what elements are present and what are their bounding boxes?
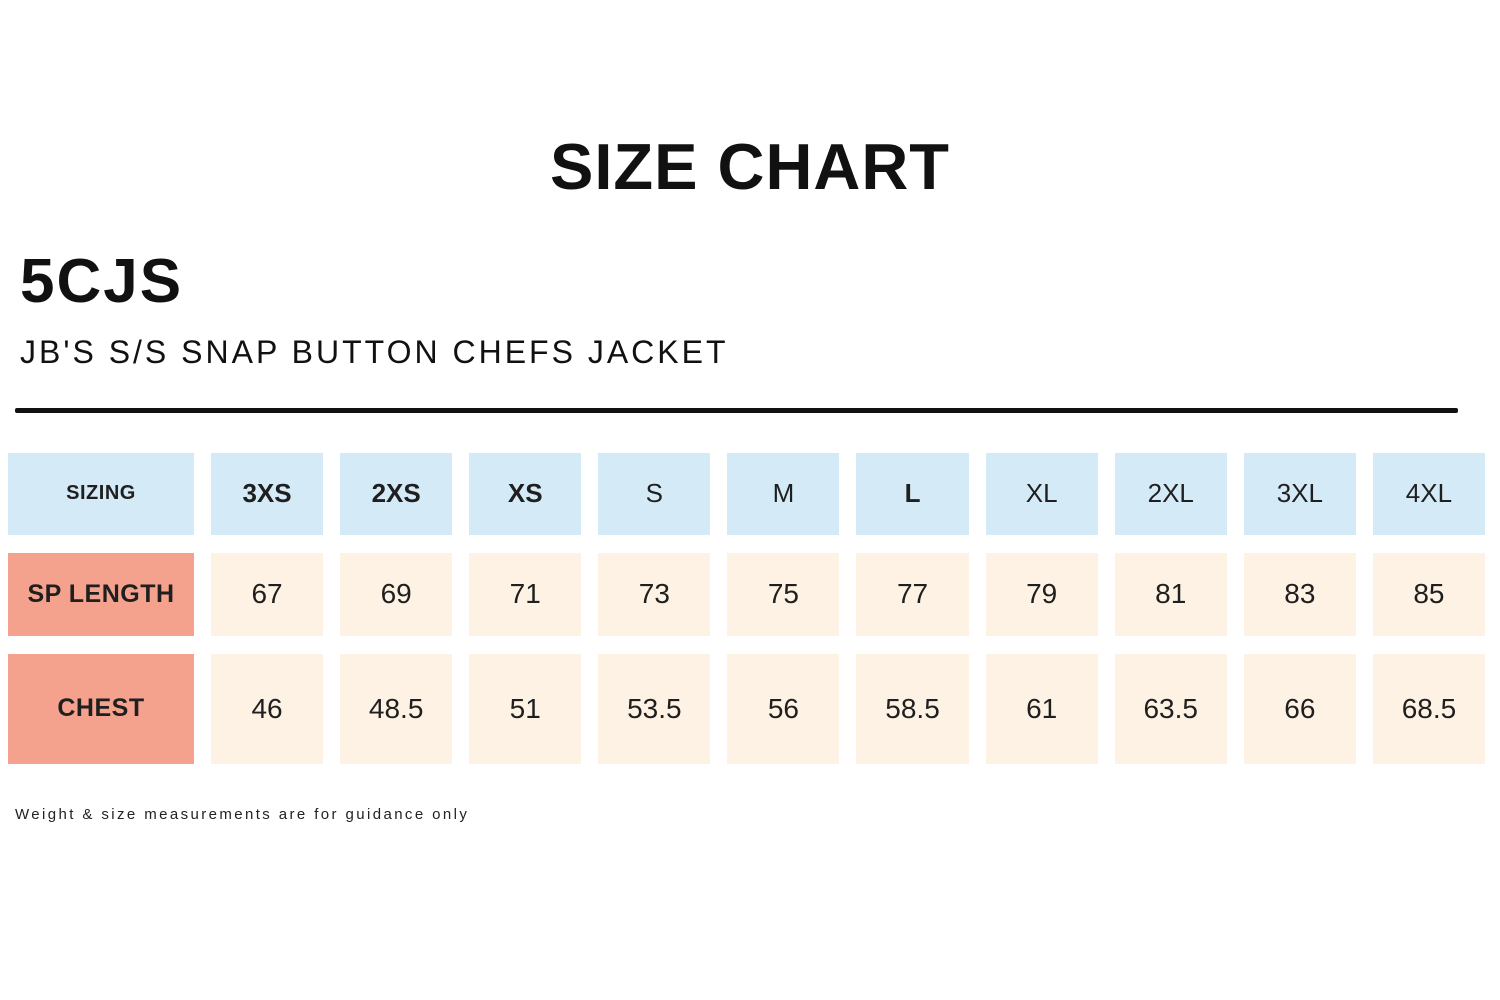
value-cell-chest-3xs: 46 (211, 653, 324, 764)
value-cell-sp-length-s: 73 (598, 552, 711, 636)
row-label-sp-length: SP LENGTH (8, 552, 194, 636)
row-label-chest: CHEST (8, 653, 194, 764)
product-code: 5CJS (20, 246, 184, 316)
product-name: JB'S S/S SNAP BUTTON CHEFS JACKET (20, 333, 729, 370)
divider-line (15, 407, 1458, 413)
value-cell-sp-length-xl: 79 (985, 552, 1098, 636)
value-cell-sp-length-2xl: 81 (1114, 552, 1227, 636)
page-title: SIZE CHART (550, 130, 950, 203)
value-cell-chest-s: 53.5 (598, 653, 711, 764)
footnote: Weight & size measurements are for guida… (15, 805, 470, 823)
value-cell-sp-length-4xl: 85 (1372, 552, 1485, 636)
header-cell-size-4xl: 4XL (1372, 452, 1485, 535)
value-cell-chest-l: 58.5 (856, 653, 969, 764)
value-cell-sp-length-l: 77 (856, 552, 969, 636)
value-cell-sp-length-m: 75 (727, 552, 840, 636)
header-cell-size-2xs: 2XS (340, 452, 453, 535)
value-cell-sp-length-xs: 71 (469, 552, 582, 636)
value-cell-chest-xl: 61 (985, 653, 1098, 764)
header-cell-size-xl: XL (985, 452, 1098, 535)
header-cell-size-m: M (727, 452, 840, 535)
header-cell-size-s: S (598, 452, 711, 535)
value-cell-chest-3xl: 66 (1243, 653, 1356, 764)
header-cell-size-3xs: 3XS (211, 452, 324, 535)
value-cell-chest-m: 56 (727, 653, 840, 764)
header-cell-sizing: SIZING (8, 452, 194, 535)
value-cell-sp-length-3xl: 83 (1243, 552, 1356, 636)
value-cell-chest-2xs: 48.5 (340, 653, 453, 764)
size-table: SIZING 3XS 2XS XS S M L XL 2XL 3XL 4XL SP LENGTH 67 6… (8, 452, 1485, 764)
value-cell-chest-4xl: 68.5 (1372, 653, 1485, 764)
header-cell-size-xs: XS (469, 452, 582, 535)
value-cell-sp-length-3xs: 67 (211, 552, 324, 636)
header-cell-size-3xl: 3XL (1243, 452, 1356, 535)
value-cell-chest-xs: 51 (469, 653, 582, 764)
header-cell-size-2xl: 2XL (1114, 452, 1227, 535)
value-cell-chest-2xl: 63.5 (1114, 653, 1227, 764)
value-cell-sp-length-2xs: 69 (340, 552, 453, 636)
header-cell-size-l: L (856, 452, 969, 535)
